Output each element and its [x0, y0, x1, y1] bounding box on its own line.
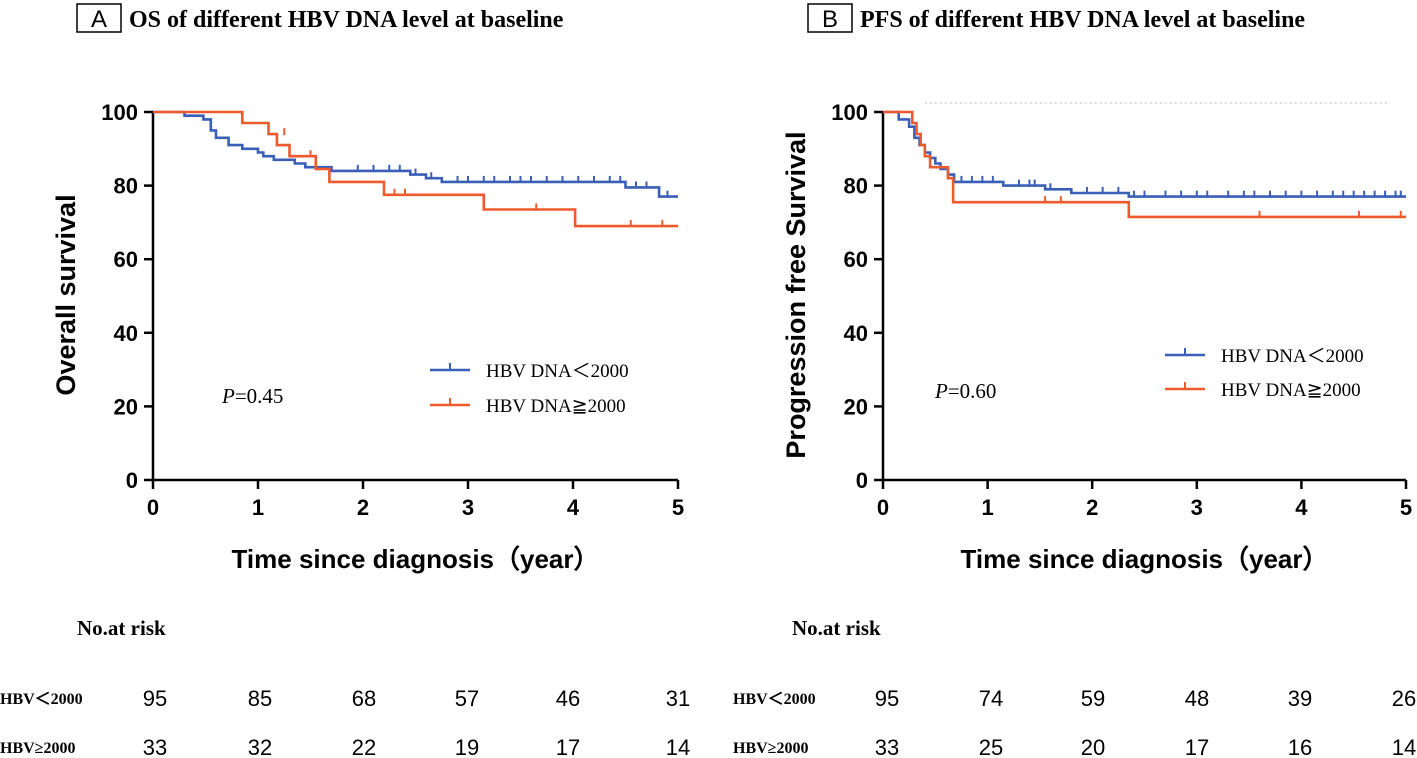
panel-b-header: B PFS of different HBV DNA level at base… — [807, 3, 1305, 33]
panel-a-risk-table: No.at risk HBV＜2000 95 85 68 57 46 31 HBV≥2000 33… — [0, 616, 690, 758]
panel-b-risk-value: 26 — [1392, 686, 1416, 711]
panel-b-risk-row-0: HBV＜2000 95 74 59 48 39 26 — [733, 686, 1416, 711]
panel-b-risk-value: 16 — [1288, 735, 1312, 758]
panel-b-series-1 — [883, 110, 1406, 219]
panel-a-x-tick-label: 3 — [462, 495, 474, 520]
panel-b-series-0 — [883, 110, 1406, 198]
panel-b-series-1-line — [883, 110, 1406, 219]
panel-b-risk-row-label: HBV≥2000 — [733, 740, 808, 757]
panel-a-risk-value: 95 — [143, 686, 167, 711]
panel-b-p-number: =0.60 — [948, 379, 997, 403]
panel-b-risk-row-label: HBV＜2000 — [733, 691, 816, 708]
panel-b-chart: 0 20 40 60 80 100 0 1 2 3 4 5 Time since diagnosis（y… — [781, 100, 1412, 574]
panel-a-p-value: P=0.45 — [221, 384, 283, 408]
panel-b-legend-label-1: HBV DNA≧2000 — [1221, 380, 1361, 401]
panel-a-chart: 0 20 40 60 80 100 0 1 2 3 4 5 Time since diagnosis（y… — [51, 100, 684, 574]
panel-a-risk-value: 14 — [666, 735, 690, 758]
panel-a-legend-label-1: HBV DNA≧2000 — [486, 396, 626, 417]
panel-b-risk-value: 48 — [1185, 686, 1209, 711]
panel-a-y-tick-label: 60 — [114, 247, 138, 272]
panel-b-x-tick-label: 0 — [877, 495, 889, 520]
panel-a-risk-value: 68 — [352, 686, 376, 711]
panel-b-y-tick-label: 80 — [844, 174, 868, 199]
panel-a-p-label: P — [221, 384, 235, 408]
panel-a-series-1-line — [153, 110, 678, 228]
panel-b-label: B — [822, 6, 838, 33]
panel-a-header: A OS of different HBV DNA level at basel… — [76, 3, 564, 33]
panel-a-x-tick-label: 2 — [357, 495, 369, 520]
panel-a-x-tick-label: 0 — [147, 495, 159, 520]
panel-b-risk-value: 74 — [979, 686, 1003, 711]
panel-b-risk-value: 95 — [875, 686, 899, 711]
panel-a-label: A — [91, 6, 107, 33]
panel-a-x-tick-label: 1 — [252, 495, 264, 520]
panel-a-y-tick-label: 20 — [114, 394, 138, 419]
panel-a-y-axis-label: Overall survival — [51, 194, 81, 395]
panel-a-risk-value: 85 — [248, 686, 272, 711]
panel-a-risk-value: 32 — [248, 735, 272, 758]
panel-b-risk-value: 59 — [1081, 686, 1105, 711]
panel-a-risk-value: 19 — [455, 735, 479, 758]
panel-a-series-1 — [153, 110, 678, 228]
panel-b-series-0-line — [883, 110, 1406, 198]
panel-b-risk-value: 17 — [1185, 735, 1209, 758]
panel-a-series-0-line — [153, 110, 678, 198]
panel-a-series-0 — [153, 110, 678, 198]
panel-b-x-axis-label: Time since diagnosis（year） — [961, 544, 1329, 574]
panel-b-x-tick-label: 2 — [1086, 495, 1098, 520]
panel-a-legend-label-0: HBV DNA＜2000 — [486, 361, 629, 382]
panel-a-risk-row-label: HBV＜2000 — [0, 691, 83, 708]
panel-a-risk-title: No.at risk — [77, 616, 166, 640]
panel-a-y-tick-label: 0 — [126, 468, 138, 493]
panel-a-title: OS of different HBV DNA level at baselin… — [129, 7, 564, 33]
panel-b-risk-row-1: HBV≥2000 33 25 20 17 16 14 — [733, 735, 1416, 758]
panel-b-p-value: P=0.60 — [934, 379, 996, 403]
panel-b-y-tick-label: 20 — [844, 394, 868, 419]
panel-b-title: PFS of different HBV DNA level at baseli… — [860, 7, 1305, 33]
panel-a-risk-row-1: HBV≥2000 33 32 22 19 17 14 — [0, 735, 690, 758]
panel-b-p-label: P — [934, 379, 948, 403]
panel-b-y-axis-label: Progression free Survival — [781, 131, 811, 458]
panel-a-x-tick-label: 4 — [567, 495, 580, 520]
panel-b-x-tick-label: 5 — [1400, 495, 1412, 520]
panel-b-x-tick-label: 1 — [981, 495, 993, 520]
panel-a-risk-value: 33 — [143, 735, 167, 758]
panel-b-risk-title: No.at risk — [792, 616, 881, 640]
panel-b-y-tick-label: 100 — [831, 100, 868, 125]
panel-b-risk-value: 25 — [979, 735, 1003, 758]
panel-b-risk-value: 33 — [875, 735, 899, 758]
panel-b-x-tick-label: 4 — [1295, 495, 1308, 520]
panel-b-y-tick-label: 0 — [856, 468, 868, 493]
panel-b-legend-label-0: HBV DNA＜2000 — [1221, 346, 1364, 367]
panel-a-risk-value: 46 — [556, 686, 580, 711]
panel-a-p-number: =0.45 — [235, 384, 284, 408]
panel-b-risk-value: 39 — [1288, 686, 1312, 711]
panel-a-y-tick-label: 100 — [101, 100, 138, 125]
panel-b-y-tick-label: 40 — [844, 321, 868, 346]
panel-a-x-axis-label: Time since diagnosis（year） — [232, 544, 600, 574]
panel-a-risk-value: 17 — [556, 735, 580, 758]
panel-b-risk-value: 20 — [1081, 735, 1105, 758]
panel-a-label-box — [76, 3, 122, 33]
panel-a-risk-value: 22 — [352, 735, 376, 758]
panel-b-y-tick-label: 60 — [844, 247, 868, 272]
panel-b-risk-value: 14 — [1392, 735, 1416, 758]
panel-a-risk-value: 57 — [455, 686, 479, 711]
panel-a-y-tick-label: 40 — [114, 321, 138, 346]
panel-b-x-tick-label: 3 — [1191, 495, 1203, 520]
panel-a-risk-row-label: HBV≥2000 — [0, 740, 75, 757]
panel-a-x-tick-label: 5 — [672, 495, 684, 520]
panel-a-risk-row-0: HBV＜2000 95 85 68 57 46 31 — [0, 686, 690, 711]
panel-b-risk-table: No.at risk HBV＜2000 95 74 59 48 39 26 HBV≥2000 33… — [733, 616, 1416, 758]
panel-b-label-box — [807, 3, 853, 33]
panel-a-risk-value: 31 — [666, 686, 690, 711]
panel-a-y-tick-label: 80 — [114, 174, 138, 199]
